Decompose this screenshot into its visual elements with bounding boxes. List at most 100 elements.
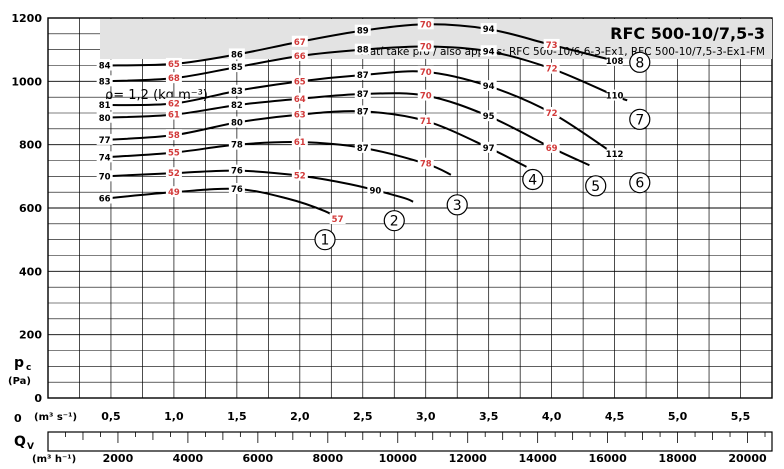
- curve-label: 70: [420, 43, 432, 53]
- curve-label: 72: [546, 65, 558, 75]
- y-tick-label: 0: [34, 392, 42, 405]
- curve-label: 52: [168, 169, 180, 179]
- curve-label: 89: [357, 27, 369, 37]
- curve-label-bg: [165, 57, 182, 69]
- curve-label: 85: [231, 63, 243, 73]
- curve-number-label: 4: [528, 173, 537, 189]
- x-axis-label: Q: [14, 434, 26, 450]
- curve-number-label: 6: [635, 176, 644, 192]
- y-tick-label: 1200: [11, 12, 42, 25]
- curve-label-bg: [417, 114, 434, 126]
- curve-label-bg: [354, 69, 371, 80]
- curve-label-bg: [354, 24, 371, 36]
- y-axis-label-sub: c: [26, 363, 31, 373]
- curve-2: [104, 169, 414, 203]
- curve-label-bg: [480, 80, 497, 92]
- curve-label-bg: [96, 111, 113, 123]
- x-axis-zero-label: 0: [14, 412, 22, 425]
- x-tick-label-bottom: 8000: [312, 452, 343, 465]
- curve-7: [104, 45, 628, 102]
- x-axis-unit-top: (m³ s⁻¹): [34, 412, 77, 423]
- x-tick-label-top: 3,0: [416, 410, 436, 423]
- density-annotation: ρ= 1,2 (kg m⁻³): [105, 88, 208, 103]
- curve-label: 78: [231, 141, 243, 151]
- curve-number-label: 2: [390, 214, 399, 230]
- curve-label-bg: [228, 116, 245, 128]
- curve-label: 94: [483, 47, 495, 57]
- curve-label-bg: [417, 89, 434, 101]
- curve-label-bg: [228, 164, 245, 176]
- curve-label: 87: [357, 107, 369, 117]
- curve-1: [104, 187, 345, 224]
- curve-label: 87: [357, 144, 369, 154]
- curve-label-bg: [480, 23, 497, 35]
- x-tick-label-top: 1,0: [164, 410, 184, 423]
- curve-label: 78: [420, 160, 432, 170]
- curve-number-circle: [629, 108, 651, 130]
- curve-label-bg: [354, 105, 371, 117]
- curve-label: 64: [294, 95, 306, 105]
- x-tick-label-bottom: 10000: [379, 452, 418, 465]
- curve-label: 61: [294, 138, 306, 148]
- curve-number-label: 8: [635, 55, 644, 71]
- curve-label-bg: [228, 138, 245, 150]
- curve-label-bg: [417, 65, 434, 77]
- curve-label-bg: [228, 99, 245, 111]
- y-tick-label: 800: [19, 139, 42, 152]
- curve-number-circle: [629, 172, 651, 194]
- curve-label: 90: [369, 187, 381, 197]
- curve-label: 66: [294, 52, 306, 62]
- curve-label-bg: [228, 48, 245, 60]
- curve-label: 58: [168, 131, 180, 141]
- curve-number-label: 3: [453, 198, 462, 214]
- curve-label: 63: [294, 111, 306, 121]
- curve-label-bg: [480, 110, 497, 122]
- x-axis-label-sub: V: [27, 442, 34, 452]
- curve-label: 83: [231, 87, 243, 97]
- curve-label: 84: [99, 62, 111, 72]
- curve-number-circle: [585, 175, 607, 197]
- curve-label: 52: [294, 172, 306, 182]
- curve-number-circle: [522, 168, 544, 191]
- curve-label-bg: [543, 62, 560, 74]
- curve-label: 95: [483, 112, 495, 122]
- x-tick-label-top: 0,5: [101, 410, 121, 423]
- curve-label: 65: [294, 77, 306, 87]
- curve-label-bg: [417, 40, 434, 52]
- curve-label-bg: [606, 54, 623, 66]
- curve-label-bg: [417, 18, 434, 30]
- curve-3: [104, 141, 452, 176]
- curve-number-circle: [629, 51, 651, 73]
- curve-label: 74: [99, 153, 111, 163]
- curve-label: 66: [99, 195, 111, 205]
- x-axis-unit-bottom: (m³ h⁻¹): [32, 454, 76, 465]
- curve-label: 87: [357, 71, 369, 81]
- curve-label-bg: [96, 133, 113, 145]
- curve-label-bg: [291, 50, 308, 61]
- curve-number-label: 7: [635, 112, 644, 128]
- curve-label: 80: [99, 114, 111, 124]
- y-axis-unit: (Pa): [8, 376, 31, 387]
- curve-label: 110: [606, 92, 624, 102]
- curve-label-bg: [291, 108, 308, 120]
- curve-label-bg: [606, 89, 623, 101]
- curve-number-label: 5: [591, 179, 600, 195]
- curve-label-bg: [543, 141, 560, 153]
- curve-label-bg: [417, 157, 434, 169]
- x-tick-label-bottom: 16000: [588, 452, 627, 465]
- curve-label-bg: [96, 170, 113, 182]
- curve-label: 71: [420, 117, 432, 127]
- curve-label-bg: [367, 184, 384, 196]
- x-tick-label-bottom: 20000: [728, 452, 767, 465]
- curve-label-bg: [165, 108, 182, 120]
- chart-subtitle: Platí také pro / also applies: RFC 500-1…: [361, 46, 766, 58]
- curve-label-bg: [291, 92, 308, 104]
- curve-label-bg: [96, 59, 113, 71]
- curve-label-bg: [291, 35, 308, 47]
- curve-label: 86: [231, 50, 243, 60]
- curve-number-circle: [383, 210, 405, 232]
- curve-label-bg: [606, 148, 623, 160]
- curve-label: 87: [357, 90, 369, 100]
